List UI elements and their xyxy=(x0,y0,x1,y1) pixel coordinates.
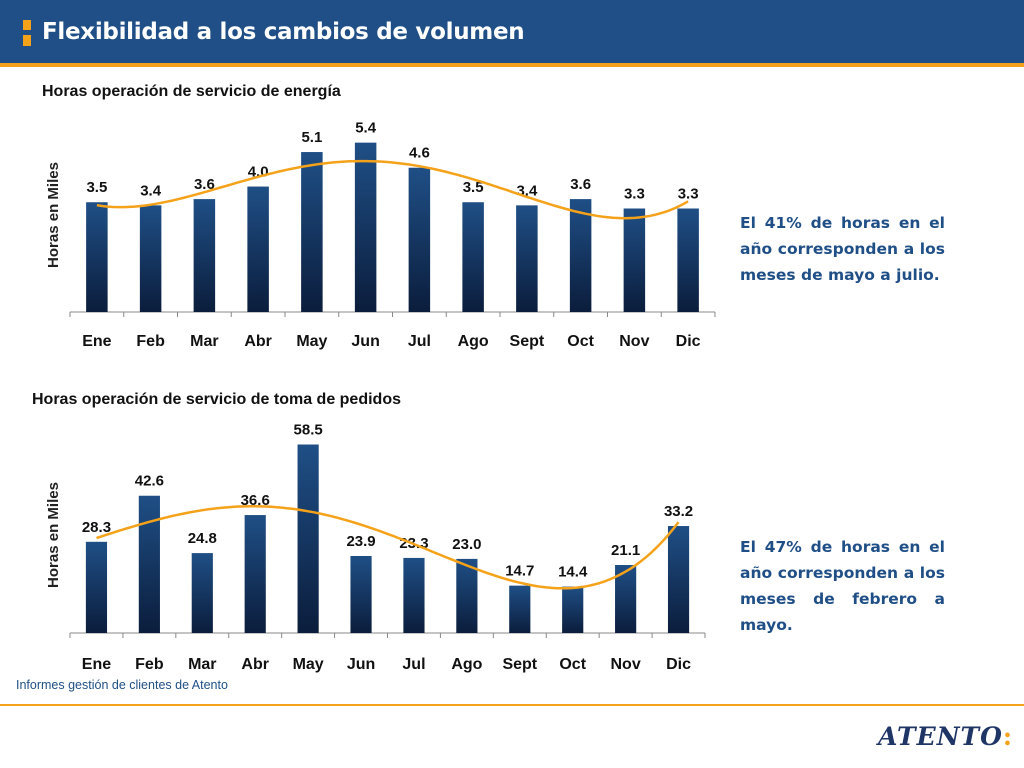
chart2-category-label: May xyxy=(293,656,324,673)
chart2-category-label: Sept xyxy=(502,656,537,673)
chart1-category-label: Nov xyxy=(619,333,649,350)
chart1-bar-feb xyxy=(139,205,162,312)
note-orders: El 47% de horas en el año corresponden a… xyxy=(740,538,945,634)
chart1-category-label: Ago xyxy=(458,333,489,350)
chart2-category-label: Feb xyxy=(135,656,164,673)
chart1-value-label: 5.4 xyxy=(355,120,377,137)
chart1-category-label: May xyxy=(296,333,327,350)
chart1-bar-dic xyxy=(677,208,699,312)
chart2-value-label: 36.6 xyxy=(241,492,270,509)
chart1-title: Horas operación de servicio de energía xyxy=(42,83,341,100)
chart2-value-label: 14.4 xyxy=(558,564,588,581)
chart1-bar-ago xyxy=(462,202,484,312)
chart1-value-label: 3.5 xyxy=(86,179,107,196)
chart1-category-label: Sept xyxy=(510,333,545,350)
chart1-value-label: 3.3 xyxy=(678,186,699,203)
chart1-category-label: Dic xyxy=(676,333,701,350)
chart2-y-axis-label: Horas en Miles xyxy=(45,482,62,588)
brand-colon-icon xyxy=(23,20,31,46)
chart1-value-label: 4.6 xyxy=(409,145,430,162)
chart2-bar-ago xyxy=(456,558,478,633)
chart2-bar-dic xyxy=(667,526,690,633)
footer-divider xyxy=(0,704,1024,706)
chart2-bar-jul xyxy=(403,557,425,633)
chart1-value-label: 5.1 xyxy=(301,129,322,146)
chart2-bar-sept xyxy=(509,585,531,633)
chart2-bar-oct xyxy=(562,586,584,633)
chart2-category-label: Ene xyxy=(82,656,111,673)
chart2-value-label: 21.1 xyxy=(611,542,640,559)
chart2-bar-mar xyxy=(191,553,213,633)
chart2-category-label: Dic xyxy=(666,656,691,673)
chart2-category-label: Jul xyxy=(402,656,425,673)
atento-logo: ATENTO: xyxy=(878,722,1014,751)
chart2-value-label: 33.2 xyxy=(664,503,693,520)
chart1-category-label: Jul xyxy=(408,333,431,350)
chart2-bar-jun xyxy=(350,555,372,633)
chart1-category-label: Ene xyxy=(82,333,111,350)
chart2-category-label: Abr xyxy=(241,656,269,673)
page-title: Flexibilidad a los cambios de volumen xyxy=(42,19,525,45)
footer-source: Informes gestión de clientes de Atento xyxy=(16,678,228,692)
chart1-category-label: Jun xyxy=(351,333,379,350)
chart1-bar-jul xyxy=(408,167,431,312)
chart1-y-axis-label: Horas en Miles xyxy=(45,162,62,268)
chart1-bar-jun xyxy=(354,142,377,312)
chart2-value-label: 23.0 xyxy=(452,536,481,553)
chart2-trend-line xyxy=(96,505,680,590)
chart1-value-label: 3.3 xyxy=(624,186,645,203)
chart1-value-label: 3.6 xyxy=(194,176,215,193)
chart1-plot: Horas en Miles 3.5Ene3.4Feb3.6Mar4.0Abr5.… xyxy=(45,120,716,350)
header-divider xyxy=(0,63,1024,67)
chart2-category-label: Nov xyxy=(611,656,641,673)
header-bar: Flexibilidad a los cambios de volumen xyxy=(0,0,1024,63)
chart2-bar-nov xyxy=(615,565,637,633)
chart2-bar-may xyxy=(297,444,319,633)
chart2-category-label: Oct xyxy=(559,656,586,673)
chart1-value-label: 3.4 xyxy=(140,182,162,199)
chart2-category-label: Jun xyxy=(347,656,375,673)
chart2-bar-abr xyxy=(244,515,266,633)
chart1-category-label: Mar xyxy=(190,333,218,350)
chart1-bar-ene xyxy=(86,202,108,312)
chart1-category-label: Oct xyxy=(567,333,594,350)
chart1-bar-abr xyxy=(247,186,269,312)
chart1-category-label: Abr xyxy=(244,333,272,350)
chart2-category-label: Ago xyxy=(451,656,482,673)
chart1-bar-oct xyxy=(569,199,592,312)
chart2-value-label: 14.7 xyxy=(505,563,534,580)
chart1-category-label: Feb xyxy=(136,333,165,350)
chart2-value-label: 42.6 xyxy=(135,473,164,490)
chart2-title: Horas operación de servicio de toma de p… xyxy=(32,391,401,408)
chart2-value-label: 58.5 xyxy=(294,422,323,439)
chart2-value-label: 28.3 xyxy=(82,519,111,536)
chart2-bar-ene xyxy=(85,541,108,633)
chart1-trend-line xyxy=(96,159,689,220)
chart1-bar-sept xyxy=(516,205,538,312)
chart2-plot: Horas en Miles 28.3 Ene 42.6 Feb 24.8 Mar 36.6 A… xyxy=(45,422,706,673)
note-energy: El 41% de horas en el año corresponden a… xyxy=(740,214,945,284)
chart2-value-label: 23.9 xyxy=(346,533,375,550)
chart2-bar-feb xyxy=(138,495,160,633)
chart2-value-label: 24.8 xyxy=(188,530,217,547)
chart1-bar-mar xyxy=(193,199,216,312)
chart1-bar-nov xyxy=(623,208,646,312)
chart2-category-label: Mar xyxy=(188,656,216,673)
chart1-value-label: 3.5 xyxy=(463,179,484,196)
chart1-value-label: 3.6 xyxy=(570,176,591,193)
chart1-bar-may xyxy=(301,152,323,312)
